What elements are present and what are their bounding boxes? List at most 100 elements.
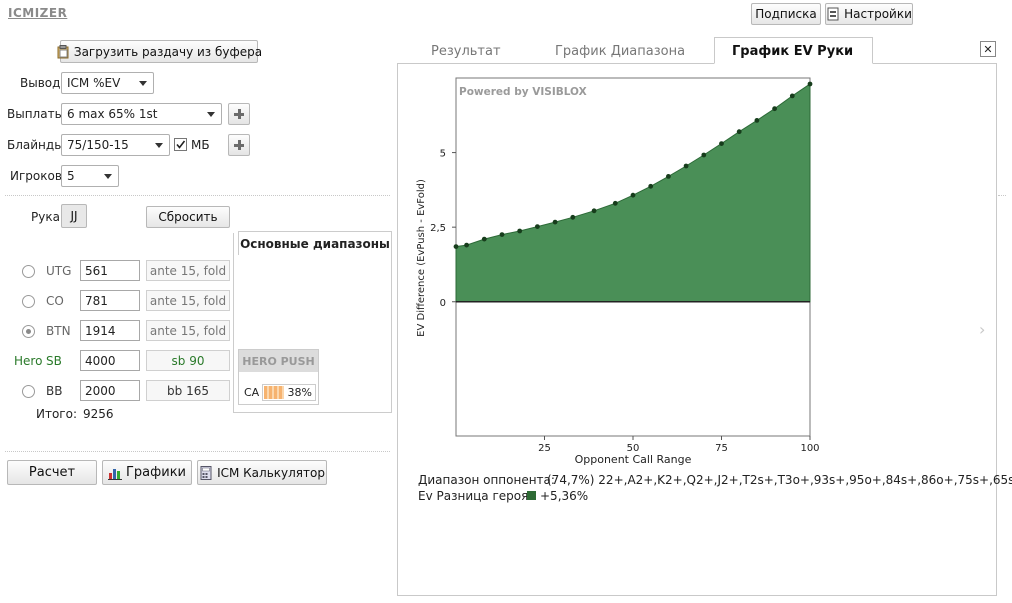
- reset-label: Сбросить: [158, 210, 218, 224]
- data-point: [754, 118, 760, 123]
- reset-button[interactable]: Сбросить: [146, 206, 230, 228]
- clipboard-icon: [56, 44, 70, 59]
- action-btn[interactable]: ante 15, fold: [146, 320, 230, 341]
- charts-button[interactable]: Графики: [102, 460, 192, 485]
- data-point: [683, 163, 689, 169]
- subscription-label: Подписка: [755, 7, 817, 21]
- hero-ev-swatch: [527, 491, 536, 500]
- chevron-down-icon: [207, 112, 215, 117]
- x-tick-label: 50: [627, 443, 640, 454]
- position-utg: UTG: [46, 264, 72, 278]
- calculate-button[interactable]: Расчет: [7, 460, 97, 485]
- action-bb[interactable]: bb 165: [146, 380, 230, 401]
- players-select[interactable]: 5: [61, 165, 119, 187]
- ev-chart: 25 50 75 100 0 2,5 5 Powered by VISIBLOX Oppo…: [416, 77, 820, 466]
- load-hand-button[interactable]: Загрузить раздачу из буфера: [57, 40, 262, 63]
- y-tick-label: 0: [440, 298, 446, 309]
- hero-push-title: HERO PUSH: [239, 350, 318, 372]
- action-utg[interactable]: ante 15, fold: [146, 260, 230, 281]
- stack-input-bb[interactable]: 2000: [80, 380, 140, 401]
- close-icon: ✕: [983, 42, 993, 56]
- divider: [5, 195, 390, 196]
- payouts-value: 6 max 65% 1st: [67, 107, 158, 121]
- action-sb[interactable]: sb 90: [146, 350, 230, 371]
- mb-label: МБ: [191, 138, 210, 152]
- load-hand-label: Загрузить раздачу из буфера: [73, 44, 263, 59]
- action-co[interactable]: ante 15, fold: [146, 290, 230, 311]
- position-btn: BTN: [46, 324, 71, 338]
- tab-ev-chart-frame: [714, 37, 873, 64]
- settings-button[interactable]: Настройки: [825, 3, 913, 25]
- blinds-select[interactable]: 75/150-15: [61, 134, 170, 156]
- y-tick-label: 5: [440, 149, 446, 160]
- calculate-label: Расчет: [28, 465, 76, 480]
- data-point: [701, 152, 707, 158]
- ranges-tab[interactable]: Основные диапазоны: [238, 231, 392, 255]
- data-point: [736, 129, 742, 135]
- players-label: Игроков: [10, 169, 62, 183]
- settings-label: Настройки: [844, 7, 912, 21]
- hero-push-fill: [264, 386, 284, 399]
- hand-selector[interactable]: JJ: [61, 204, 87, 228]
- hero-ev-label: Ev Разница героя:: [418, 489, 533, 503]
- close-button[interactable]: ✕: [980, 41, 996, 57]
- stack-input-utg[interactable]: 561: [80, 260, 140, 281]
- position-sb: SB: [46, 354, 62, 368]
- icm-calculator-button[interactable]: ICM Калькулятор: [197, 460, 327, 485]
- data-point: [807, 81, 813, 87]
- chart-watermark: Powered by VISIBLOX: [459, 86, 587, 98]
- divider: [5, 451, 390, 452]
- chart-icon: [108, 466, 122, 480]
- output-value: ICM %EV: [67, 76, 121, 90]
- settings-icon: [826, 7, 840, 21]
- ev-area-series: [455, 83, 811, 303]
- data-point: [772, 106, 777, 112]
- data-point: [630, 192, 636, 198]
- y-tick-label: 2,5: [430, 223, 446, 234]
- hero-label: Hero: [14, 354, 43, 368]
- blinds-label: Блайнды: [7, 138, 64, 152]
- opponent-range-value: (74,7%) 22+,A2+,K2+,Q2+,J2+,T2s+,T3o+,93…: [547, 473, 1012, 487]
- add-payout-button[interactable]: [228, 103, 250, 125]
- radio-btn[interactable]: [22, 325, 35, 338]
- payouts-label: Выплаты: [7, 107, 65, 121]
- checkmark-icon: [176, 140, 186, 149]
- tab-ev-chart[interactable]: График EV Руки: [732, 44, 854, 59]
- data-point: [666, 174, 671, 179]
- data-point: [535, 224, 540, 230]
- x-tick-label: 25: [538, 443, 551, 454]
- ranges-panel: [233, 233, 392, 413]
- chevron-down-icon: [155, 143, 163, 148]
- x-axis-label: Opponent Call Range: [575, 453, 692, 466]
- output-select[interactable]: ICM %EV: [61, 72, 154, 94]
- app-logo: ICMIZER: [8, 6, 68, 20]
- radio-co[interactable]: [22, 295, 35, 308]
- y-axis-label: EV Difference (EvPush - EvFold): [416, 179, 427, 337]
- radio-utg[interactable]: [22, 265, 35, 278]
- payouts-select[interactable]: 6 max 65% 1st: [61, 103, 222, 125]
- total-value: 9256: [83, 407, 114, 421]
- add-blinds-button[interactable]: [228, 134, 250, 156]
- charts-label: Графики: [126, 465, 187, 480]
- position-bb: BB: [46, 384, 63, 398]
- chevron-down-icon: [104, 174, 112, 179]
- data-point: [552, 219, 558, 225]
- data-point: [499, 232, 505, 238]
- position-co: CO: [46, 294, 64, 308]
- tab-result[interactable]: Результат: [431, 44, 501, 59]
- right-arrow-icon[interactable]: ›: [979, 320, 986, 339]
- tab-range-chart[interactable]: График Диапазона: [555, 44, 686, 59]
- hero-push-hand: CA: [244, 386, 260, 399]
- data-point: [612, 200, 618, 206]
- data-point: [719, 141, 724, 146]
- data-point: [789, 93, 795, 99]
- radio-bb[interactable]: [22, 385, 35, 398]
- mb-checkbox[interactable]: [174, 138, 187, 151]
- data-point: [453, 244, 459, 250]
- stack-input-btn[interactable]: 1914: [80, 320, 140, 341]
- data-point: [591, 208, 597, 214]
- stack-input-sb[interactable]: 4000: [80, 350, 140, 371]
- subscription-button[interactable]: Подписка: [751, 3, 821, 25]
- data-point: [517, 228, 523, 234]
- stack-input-co[interactable]: 781: [80, 290, 140, 311]
